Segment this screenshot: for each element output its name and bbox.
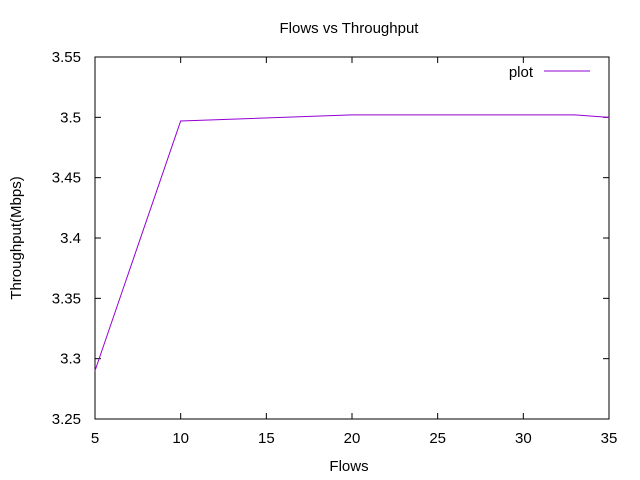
y-tick-label: 3.4 [60, 230, 81, 247]
x-tick-label: 20 [344, 430, 361, 447]
chart-title: Flows vs Throughput [280, 20, 420, 37]
y-tick-label: 3.45 [52, 170, 81, 187]
x-tick-label: 5 [91, 430, 99, 447]
legend: plot [509, 64, 590, 81]
y-tick-label: 3.55 [52, 49, 81, 66]
series-line [94, 114, 610, 371]
legend-label: plot [509, 64, 534, 81]
x-axis-ticks: 5 10 15 20 25 30 35 [91, 57, 618, 447]
y-tick-label: 3.5 [60, 109, 81, 126]
x-tick-label: 35 [601, 430, 618, 447]
data-point [608, 116, 610, 118]
y-tick-label: 3.25 [52, 411, 81, 428]
y-axis-label: Throughput(Mbps) [8, 176, 25, 299]
x-axis-label: Flows [329, 458, 368, 475]
plot-area [94, 56, 610, 420]
x-tick-label: 30 [515, 430, 532, 447]
x-tick-label: 25 [429, 430, 446, 447]
x-tick-label: 15 [258, 430, 275, 447]
x-tick-label: 10 [172, 430, 189, 447]
y-tick-label: 3.3 [60, 351, 81, 368]
data-point [574, 114, 576, 116]
data-point [351, 114, 353, 116]
y-tick-label: 3.35 [52, 290, 81, 307]
data-point [180, 120, 182, 122]
y-axis-ticks: 3.25 3.3 3.35 3.4 3.45 3.5 3.55 [52, 49, 609, 428]
data-point [94, 370, 96, 372]
series-layer [94, 114, 610, 372]
